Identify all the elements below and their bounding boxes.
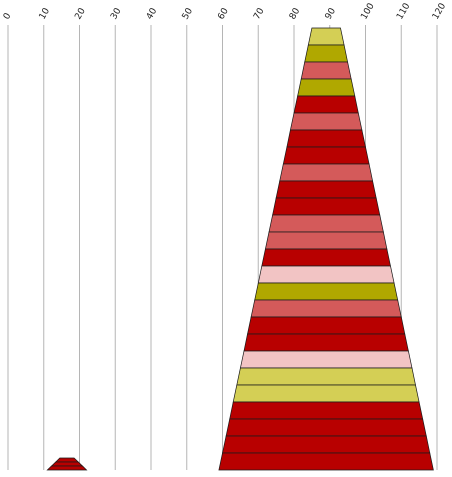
tick-label-20: 20 [73,6,88,21]
band-1-11 [272,197,381,216]
band-1-26 [218,452,434,471]
band-1-25 [222,435,431,454]
trapezoid-2 [46,457,88,471]
band-1-12 [268,214,384,233]
trapezoid-shapes [46,27,434,471]
band-1-18 [247,316,406,335]
tick-label-40: 40 [145,6,160,21]
tick-label-90: 90 [324,6,339,21]
band-1-17 [250,299,402,318]
band-1-24 [225,418,427,437]
band-1-23 [229,401,424,420]
band-1-20 [239,350,413,369]
tick-label-0: 0 [2,11,14,21]
trapezoid-1 [218,27,434,471]
tick-label-80: 80 [288,6,303,21]
band-1-21 [236,367,416,386]
band-1-9 [279,163,374,182]
tick-label-100: 100 [359,1,376,21]
band-1-6 [289,112,363,131]
band-1-7 [286,129,366,148]
band-2-1 [54,457,80,463]
band-1-22 [232,384,420,403]
tick-label-50: 50 [181,6,196,21]
band-2-2 [50,461,84,467]
band-1-19 [243,333,409,352]
x-axis-tick-labels: 0 10 20 30 40 50 60 70 80 90 100 110 120 [2,1,448,21]
band-1-5 [293,95,359,114]
tick-label-70: 70 [252,6,267,21]
band-2-3 [46,465,88,471]
band-1-1 [307,27,345,46]
band-1-13 [264,231,388,250]
tick-label-60: 60 [216,6,231,21]
band-1-10 [275,180,377,199]
band-1-2 [304,44,349,63]
tick-label-110: 110 [395,1,412,21]
band-1-8 [282,146,370,165]
tick-label-30: 30 [109,6,124,21]
band-1-15 [257,265,395,284]
band-1-16 [254,282,399,301]
band-1-4 [297,78,356,97]
band-1-14 [261,248,391,267]
tick-label-10: 10 [38,6,53,21]
band-1-3 [300,61,352,80]
tick-label-120: 120 [431,1,448,21]
